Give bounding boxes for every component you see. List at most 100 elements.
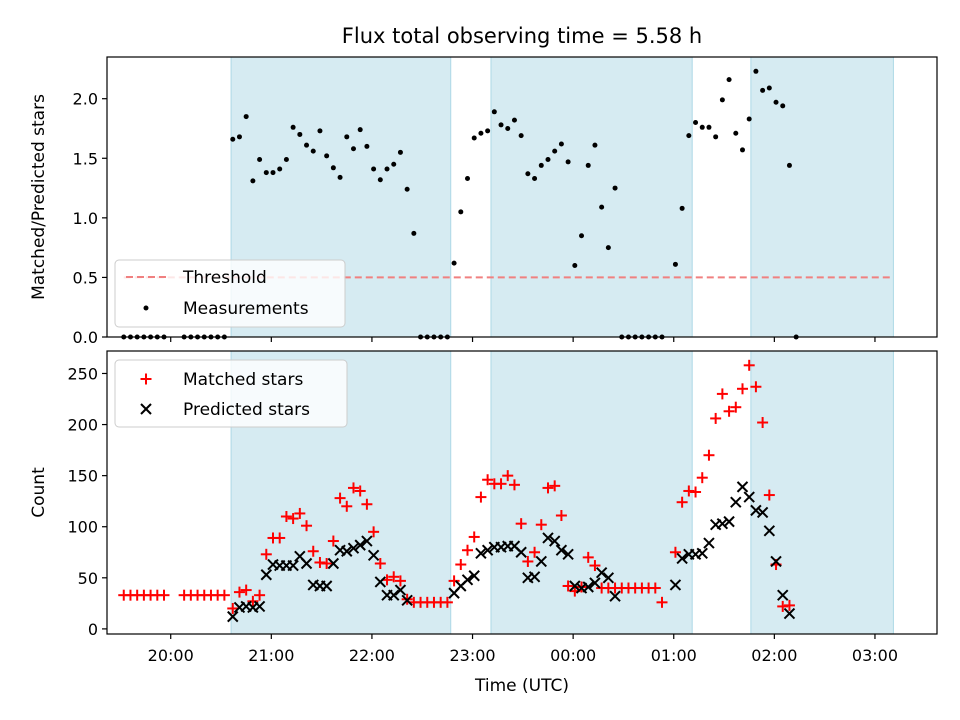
predicted-star-marker-b [394,584,407,596]
axes-frame [106,56,938,338]
y-tick-label: 100 [67,518,98,537]
predicted-star-point [716,517,729,530]
legend-box [114,359,348,428]
predicted-star-marker-b [756,506,769,519]
matched-star-point [783,599,795,611]
matched-star-point [555,509,567,521]
matched-star-point [669,546,681,558]
measurement-point [330,165,336,171]
measurement-point [451,260,457,266]
y-axis-label: Matched/Predicted stars [29,94,49,300]
predicted-star-marker-b [374,576,387,588]
legend-box [114,259,346,328]
matched-star-point [589,560,601,572]
matched-star-point [334,492,346,504]
predicted-star-point [743,491,755,503]
predicted-star-marker-b [542,532,554,544]
predicted-star-point [602,572,615,584]
measurement-point [263,170,269,176]
predicted-star-point [401,594,413,606]
predicted-star-marker-b [562,548,574,561]
measurement-point [605,245,611,251]
measurement-point [384,166,390,172]
predicted-star-point [542,532,554,544]
measurement-point [350,146,356,152]
measurement-point [337,174,343,180]
predicted-star-point [388,589,400,601]
matched-star-point [307,545,319,557]
y-tick-label: 250 [67,364,98,383]
matched-star-point [475,491,487,503]
predicted-star-point [354,539,366,551]
measurement-point [733,130,739,136]
legend-measurements-swatch [143,305,149,311]
matched-star-point [690,486,702,498]
measurement-point [411,230,417,236]
measurement-point [505,125,511,131]
matched-star-point [703,449,715,461]
y-tick-label: 50 [78,569,98,588]
measurement-point [304,142,310,148]
matched-star-point [247,595,259,607]
predicted-star-point [528,571,541,583]
measurement-point [525,171,531,177]
measurement-point [545,156,551,162]
y-tick-label: 2.0 [73,90,98,109]
predicted-star-point [535,555,547,568]
predicted-star-marker-b [361,535,373,547]
predicted-star-marker-b [481,544,494,556]
predicted-star-marker-b [367,549,380,562]
measurement-point [371,166,377,172]
legend-measurements-label: Measurements [183,299,309,319]
predicted-star-point [770,555,782,568]
matched-star-point [508,479,520,491]
predicted-star-point [253,600,266,613]
matched-star-point [710,412,722,424]
predicted-star-marker-b [388,589,400,601]
predicted-star-point [609,590,621,602]
predicted-star-point [777,589,789,601]
matched-star-point [294,507,306,519]
matched-star-point [482,474,494,486]
measurement-point [739,147,745,153]
measurement-point [511,117,517,123]
predicted-star-marker-b [253,600,266,613]
predicted-star-marker-b [743,491,755,503]
matched-star-point [314,556,326,568]
predicted-star-point [783,607,796,620]
measurement-point [243,114,249,120]
x-tick-label: 20:00 [148,646,194,665]
matched-star-point [656,596,668,608]
x-tick-label: 23:00 [449,646,495,665]
matched-star-point [240,584,252,596]
matched-star-point [374,558,386,570]
predicted-star-point [475,547,487,559]
predicted-star-point [589,577,601,589]
measurement-point [377,177,383,183]
matched-star-point [327,535,339,547]
predicted-star-marker-b [696,547,708,559]
matched-star-point [502,470,514,482]
legend-predicted-label: Predicted stars [183,400,310,420]
predicted-star-point [723,515,735,528]
matched-star-point [757,417,769,429]
matched-star-point [361,498,373,510]
measurement-point [518,133,524,139]
observing-window-band [750,350,894,635]
predicted-star-marker-b [609,590,621,602]
legend-threshold-label: Threshold [182,268,267,288]
matched-star-point [321,558,333,570]
y-tick-label: 0 [88,620,98,639]
predicted-star-point [481,544,494,556]
predicted-star-point [327,557,340,570]
measurement-point [538,162,544,168]
measurement-point [250,178,256,184]
predicted-star-marker-b [730,496,742,508]
matched-star-point [683,485,695,497]
matched-star-point [341,500,353,512]
predicted-star-point [569,580,581,592]
predicted-star-marker-b [602,572,615,584]
matched-star-point [441,596,453,608]
predicted-star-point [515,546,527,558]
